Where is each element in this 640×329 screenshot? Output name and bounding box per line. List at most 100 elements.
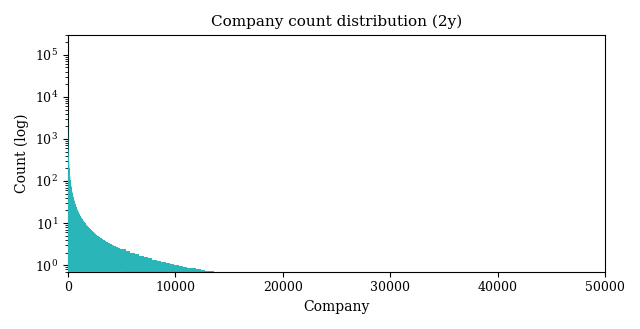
Bar: [188, 267, 192, 329]
Bar: [288, 278, 292, 329]
Bar: [170, 264, 174, 329]
Bar: [419, 278, 424, 329]
Bar: [271, 278, 275, 329]
Bar: [200, 270, 205, 329]
Bar: [209, 271, 214, 329]
Bar: [174, 265, 179, 329]
Bar: [183, 267, 188, 329]
Bar: [266, 278, 271, 329]
Bar: [353, 278, 358, 329]
Bar: [332, 278, 337, 329]
Bar: [561, 278, 566, 329]
Bar: [446, 278, 452, 329]
Bar: [131, 253, 135, 329]
Bar: [161, 262, 166, 329]
Bar: [523, 278, 529, 329]
Bar: [310, 278, 315, 329]
Bar: [556, 278, 561, 329]
Bar: [214, 272, 218, 329]
Bar: [280, 278, 284, 329]
Y-axis label: Count (log): Count (log): [15, 114, 29, 193]
Bar: [166, 263, 170, 329]
Bar: [495, 278, 501, 329]
Bar: [323, 278, 328, 329]
Bar: [364, 278, 369, 329]
Bar: [506, 278, 512, 329]
Bar: [424, 278, 429, 329]
Bar: [391, 278, 397, 329]
Bar: [386, 278, 391, 329]
Bar: [301, 278, 306, 329]
Bar: [550, 278, 556, 329]
Bar: [468, 278, 474, 329]
Bar: [319, 278, 323, 329]
Bar: [435, 278, 441, 329]
Title: Company count distribution (2y): Company count distribution (2y): [211, 15, 462, 29]
Bar: [179, 266, 183, 329]
Bar: [600, 278, 605, 329]
Bar: [452, 278, 457, 329]
Bar: [135, 254, 140, 329]
Bar: [540, 278, 545, 329]
Bar: [566, 278, 572, 329]
Bar: [337, 278, 342, 329]
Bar: [244, 277, 249, 329]
Bar: [474, 278, 479, 329]
Bar: [529, 278, 534, 329]
Bar: [380, 278, 386, 329]
Bar: [441, 278, 446, 329]
Bar: [342, 278, 348, 329]
Bar: [192, 268, 196, 329]
Bar: [403, 278, 408, 329]
Bar: [594, 278, 600, 329]
Bar: [583, 278, 589, 329]
X-axis label: Company: Company: [303, 300, 370, 314]
Bar: [358, 278, 364, 329]
Bar: [292, 278, 297, 329]
Bar: [240, 276, 244, 329]
Bar: [479, 278, 484, 329]
Bar: [297, 278, 301, 329]
Bar: [429, 278, 435, 329]
Bar: [413, 278, 419, 329]
Bar: [572, 278, 578, 329]
Bar: [490, 278, 495, 329]
Bar: [463, 278, 468, 329]
Bar: [152, 260, 157, 329]
Bar: [205, 271, 209, 329]
Bar: [315, 278, 319, 329]
Bar: [517, 278, 523, 329]
Bar: [143, 257, 148, 329]
Bar: [275, 278, 280, 329]
Bar: [148, 259, 152, 329]
Bar: [534, 278, 540, 329]
Bar: [218, 273, 223, 329]
Bar: [231, 275, 236, 329]
Bar: [578, 278, 583, 329]
Bar: [253, 278, 257, 329]
Bar: [284, 278, 288, 329]
Bar: [227, 274, 231, 329]
Bar: [122, 249, 126, 329]
Bar: [408, 278, 413, 329]
Bar: [306, 278, 310, 329]
Bar: [545, 278, 550, 329]
Bar: [249, 277, 253, 329]
Bar: [457, 278, 463, 329]
Bar: [126, 251, 131, 329]
Bar: [397, 278, 403, 329]
Bar: [257, 278, 262, 329]
Bar: [236, 275, 240, 329]
Bar: [501, 278, 506, 329]
Bar: [348, 278, 353, 329]
Bar: [375, 278, 380, 329]
Bar: [223, 273, 227, 329]
Bar: [328, 278, 332, 329]
Bar: [589, 278, 594, 329]
Bar: [157, 261, 161, 329]
Bar: [262, 278, 266, 329]
Bar: [369, 278, 375, 329]
Bar: [484, 278, 490, 329]
Bar: [140, 256, 143, 329]
Bar: [512, 278, 517, 329]
